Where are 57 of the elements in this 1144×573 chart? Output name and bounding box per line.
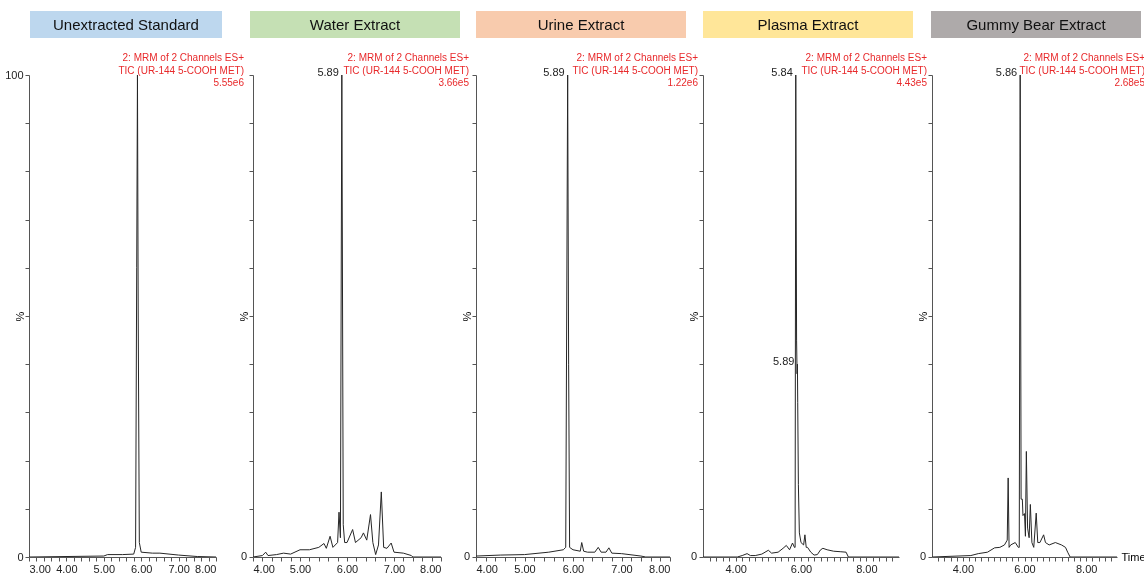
- x-tick-label: 8.00: [420, 562, 442, 573]
- text: 2: MRM of 2 Channels ES+: [805, 52, 927, 63]
- x-tick-label: 4.00: [253, 562, 275, 573]
- y-axis-title: %: [237, 311, 250, 322]
- y-axis-title: %: [460, 311, 473, 322]
- x-tick-label: 5.00: [93, 562, 116, 573]
- y-tick-label: 100: [5, 68, 24, 81]
- x-tick-label: 8.00: [1075, 562, 1098, 573]
- annotation: 5.55e6: [213, 77, 244, 88]
- x-tick-label: 6.00: [790, 562, 813, 573]
- chart-title: Water Extract: [250, 11, 460, 38]
- text: 2: MRM of 2 Channels ES+: [122, 52, 244, 63]
- y-axis-title: %: [687, 311, 700, 322]
- annotation: TIC (UR-144 5-COOH MET): [572, 64, 698, 76]
- annotation: 5.89: [543, 66, 565, 78]
- annotation: TIC (UR-144 5-COOH MET): [118, 64, 244, 76]
- x-tick-label: 7.00: [383, 562, 406, 573]
- text: 0: [690, 550, 697, 562]
- chart-title: Plasma Extract: [703, 11, 913, 38]
- chart-title: Urine Extract: [476, 11, 686, 38]
- x-tick-label: 8.00: [195, 562, 217, 573]
- chart-title: Unextracted Standard: [30, 11, 222, 38]
- x-tick-label: 4.00: [476, 562, 498, 573]
- y-axis-title: %: [13, 311, 26, 322]
- annotation: 4.43e5: [896, 77, 927, 88]
- text: 0: [919, 550, 926, 562]
- x-tick-label: 5.00: [514, 562, 536, 573]
- x-tick-label: 7.00: [611, 562, 633, 573]
- annotation: 1.22e6: [667, 77, 698, 88]
- annotation: 3.66e5: [438, 77, 469, 88]
- x-tick-label: 6.00: [1014, 562, 1036, 573]
- x-tick-label: 6.00: [130, 562, 153, 573]
- x-tick-label: 4.00: [56, 562, 78, 573]
- annotation: 2.68e5: [1114, 77, 1144, 88]
- text: 2: MRM of 2 Channels ES+: [576, 52, 698, 63]
- chart-title: Gummy Bear Extract: [931, 11, 1141, 38]
- annotation: 5.89: [317, 66, 339, 78]
- x-tick-label: 3.00: [29, 562, 51, 573]
- text: 2: MRM of 2 Channels ES+: [347, 52, 469, 63]
- annotation: 5.89: [772, 355, 795, 368]
- annotation: 5.86: [995, 66, 1018, 78]
- annotation: 5.84: [771, 66, 793, 78]
- annotation: TIC (UR-144 5-COOH MET): [1019, 64, 1144, 76]
- text: 0: [463, 550, 470, 562]
- x-tick-label: 8.00: [856, 562, 878, 573]
- y-axis-title: %: [916, 311, 929, 322]
- x-tick-label: 6.00: [336, 562, 359, 573]
- x-tick-label: 6.00: [562, 562, 585, 573]
- x-tick-label: 5.00: [289, 562, 312, 573]
- x-tick-label: 8.00: [649, 562, 671, 573]
- text: 2: MRM of 2 Channels ES+: [1023, 52, 1144, 63]
- x-tick-label: 4.00: [725, 562, 747, 573]
- annotation: TIC (UR-144 5-COOH MET): [801, 64, 927, 76]
- text: 0: [240, 550, 247, 562]
- x-tick-label: 7.00: [168, 562, 190, 573]
- x-tick-label: 4.00: [952, 562, 975, 573]
- annotation: TIC (UR-144 5-COOH MET): [343, 64, 469, 76]
